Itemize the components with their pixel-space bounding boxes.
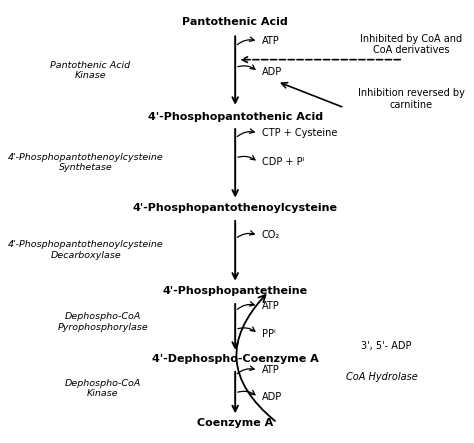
Text: PPᴵ: PPᴵ [262,329,275,339]
Text: Inhibition reversed by
carnitine: Inhibition reversed by carnitine [358,88,465,110]
Text: Coenzyme A: Coenzyme A [197,418,273,428]
Text: ADP: ADP [262,392,282,402]
Text: ATP: ATP [262,301,279,311]
Text: CO₂: CO₂ [262,230,280,241]
Text: 4'-Phosphopantothenic Acid: 4'-Phosphopantothenic Acid [147,112,323,121]
Text: Inhibited by CoA and
CoA derivatives: Inhibited by CoA and CoA derivatives [360,34,463,55]
Text: CTP + Cysteine: CTP + Cysteine [262,128,337,138]
Text: Dephospho-CoA
Pyrophosphorylase: Dephospho-CoA Pyrophosphorylase [57,312,148,332]
Text: 4'-Phosphopantothenoylcysteine
Synthetase: 4'-Phosphopantothenoylcysteine Synthetas… [8,153,164,172]
Text: 4'-Dephospho-Coenzyme A: 4'-Dephospho-Coenzyme A [152,354,319,364]
Text: CDP + Pᴵ: CDP + Pᴵ [262,157,304,167]
Text: 4'-Phosphopantothenoylcysteine: 4'-Phosphopantothenoylcysteine [133,203,337,214]
Text: CoA Hydrolase: CoA Hydrolase [346,372,418,382]
Text: 4'-Phosphopantetheine: 4'-Phosphopantetheine [163,287,308,296]
Text: Pantothenic Acid
Kinase: Pantothenic Acid Kinase [50,61,130,80]
Text: Dephospho-CoA
Kinase: Dephospho-CoA Kinase [65,379,141,398]
Text: ATP: ATP [262,36,279,46]
Text: 4'-Phosphopantothenoylcysteine
Decarboxylase: 4'-Phosphopantothenoylcysteine Decarboxy… [8,240,164,260]
FancyArrowPatch shape [237,295,275,421]
Text: ATP: ATP [262,365,279,375]
Text: ADP: ADP [262,67,282,77]
Text: 3', 5'- ADP: 3', 5'- ADP [361,341,411,351]
Text: Pantothenic Acid: Pantothenic Acid [182,17,288,27]
